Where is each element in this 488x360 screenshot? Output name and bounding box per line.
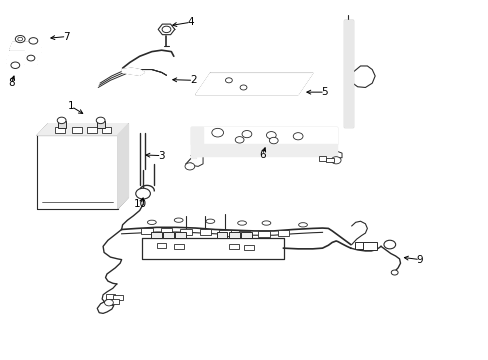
Ellipse shape (174, 218, 183, 222)
Polygon shape (142, 238, 283, 259)
Bar (228, 244, 238, 249)
Circle shape (96, 117, 105, 123)
Ellipse shape (205, 219, 214, 224)
Polygon shape (24, 59, 37, 64)
Text: 9: 9 (416, 255, 423, 265)
Text: 6: 6 (259, 150, 265, 160)
Text: 3: 3 (158, 150, 164, 161)
Circle shape (242, 131, 251, 138)
Circle shape (184, 163, 194, 170)
Bar (241, 231, 251, 238)
Circle shape (293, 133, 303, 140)
Text: 1: 1 (68, 102, 75, 112)
Bar (173, 244, 183, 249)
Circle shape (269, 137, 278, 144)
Bar (55, 127, 65, 133)
Bar (151, 231, 161, 238)
Circle shape (383, 240, 395, 249)
Ellipse shape (237, 221, 246, 225)
Polygon shape (11, 42, 30, 45)
Circle shape (29, 38, 38, 44)
Polygon shape (158, 24, 174, 35)
Bar (277, 230, 289, 236)
Bar (318, 156, 326, 161)
Circle shape (235, 136, 244, 143)
Circle shape (390, 270, 397, 275)
Circle shape (18, 37, 22, 41)
Circle shape (211, 129, 223, 137)
Bar (238, 231, 250, 237)
Bar (157, 243, 166, 248)
Polygon shape (118, 124, 128, 209)
Polygon shape (7, 55, 25, 59)
Text: 7: 7 (63, 32, 70, 41)
Circle shape (57, 117, 66, 123)
Bar (199, 229, 211, 235)
Polygon shape (37, 124, 128, 135)
Bar (163, 231, 173, 238)
Circle shape (330, 157, 340, 164)
Text: 4: 4 (187, 17, 194, 27)
Circle shape (136, 188, 150, 199)
Bar (58, 121, 65, 128)
Circle shape (15, 36, 25, 42)
Bar (105, 294, 115, 299)
Bar (216, 231, 227, 238)
Bar (72, 127, 82, 133)
Bar (113, 295, 122, 300)
Text: 2: 2 (190, 75, 196, 85)
Circle shape (11, 62, 20, 68)
Polygon shape (344, 21, 352, 127)
Text: 5: 5 (321, 87, 327, 97)
Polygon shape (195, 73, 312, 95)
Polygon shape (190, 144, 336, 158)
Bar (258, 231, 269, 237)
Bar (354, 242, 367, 249)
Bar (87, 127, 97, 133)
Bar (180, 229, 191, 234)
Bar (160, 228, 172, 234)
Bar (109, 300, 119, 305)
Circle shape (225, 78, 232, 83)
Circle shape (240, 85, 246, 90)
Polygon shape (9, 45, 29, 50)
Bar (244, 245, 254, 250)
Polygon shape (190, 127, 203, 156)
Circle shape (27, 55, 35, 61)
Circle shape (266, 132, 276, 139)
Polygon shape (190, 127, 336, 144)
Bar (141, 228, 153, 234)
Polygon shape (28, 44, 39, 46)
Polygon shape (37, 135, 118, 209)
Bar (175, 231, 185, 238)
Bar (102, 127, 111, 133)
Ellipse shape (147, 220, 156, 225)
Bar (219, 230, 230, 236)
Circle shape (162, 26, 170, 33)
Ellipse shape (298, 223, 307, 227)
Bar (97, 121, 104, 128)
Text: 8: 8 (8, 78, 15, 88)
Polygon shape (5, 59, 24, 63)
Circle shape (104, 300, 113, 306)
Polygon shape (25, 46, 41, 51)
Polygon shape (122, 68, 144, 75)
Text: 10: 10 (134, 199, 147, 210)
Bar (325, 158, 333, 162)
Bar (363, 242, 376, 249)
Ellipse shape (262, 221, 270, 225)
Bar (228, 231, 239, 238)
